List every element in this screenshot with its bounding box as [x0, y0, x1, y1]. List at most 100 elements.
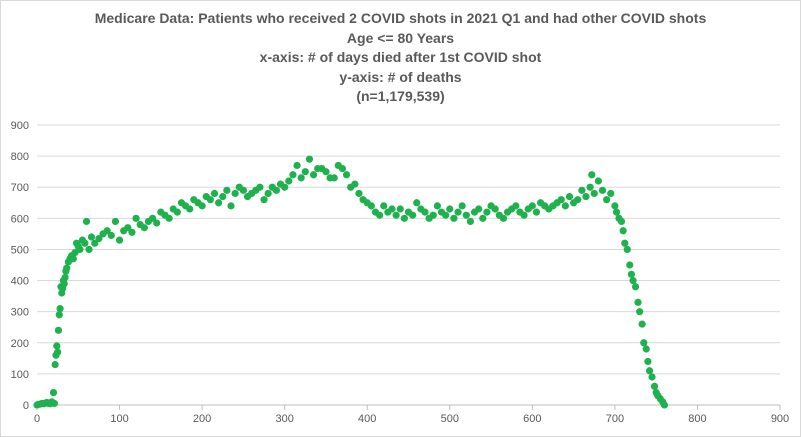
data-point-0-63: [186, 205, 194, 213]
data-point-0-12: [51, 360, 59, 369]
data-point-0-174: [626, 261, 634, 269]
data-point-0-165: [603, 196, 611, 204]
data-point-0-81: [260, 196, 268, 204]
data-point-0-86: [281, 183, 289, 191]
data-point-0-180: [638, 320, 646, 328]
data-point-0-49: [128, 228, 136, 236]
data-point-0-107: [367, 202, 375, 210]
data-point-0-134: [479, 214, 487, 222]
data-point-0-176: [629, 276, 637, 285]
data-point-0-135: [483, 208, 491, 216]
data-point-0-115: [400, 214, 408, 222]
data-point-0-92: [305, 155, 314, 163]
data-point-0-166: [607, 189, 615, 198]
data-point-0-34: [76, 245, 84, 254]
data-point-0-168: [612, 208, 621, 216]
data-point-0-87: [285, 177, 293, 185]
title-line-4: y-axis: # of deaths: [339, 68, 462, 85]
title-line-5: (n=1,179,539): [356, 88, 445, 104]
y-tick-label-4: 400: [11, 276, 29, 288]
data-point-0-109: [376, 211, 384, 219]
title-line-2: Age <= 80 Years: [346, 29, 455, 46]
data-point-0-154: [561, 202, 569, 210]
data-point-0-18: [56, 304, 64, 313]
data-point-0-164: [598, 186, 607, 194]
data-point-0-184: [645, 367, 654, 375]
data-point-0-191: [660, 401, 669, 409]
data-point-0-14: [53, 342, 61, 350]
x-tick-label-6: 600: [523, 413, 541, 425]
data-point-0-23: [60, 280, 68, 288]
data-point-0-125: [442, 211, 450, 219]
data-point-0-162: [590, 189, 598, 198]
data-point-0-30: [69, 255, 77, 263]
data-point-0-120: [421, 208, 429, 216]
data-point-0-41: [95, 234, 103, 243]
data-point-0-93: [309, 171, 318, 179]
data-point-0-88: [289, 171, 297, 179]
data-point-0-177: [631, 283, 640, 291]
data-point-0-54: [148, 214, 157, 222]
x-tick-label-2: 200: [193, 413, 211, 425]
data-point-0-175: [627, 270, 636, 278]
x-tick-label-0: 0: [34, 413, 40, 425]
data-point-0-142: [512, 202, 520, 210]
data-point-0-43: [103, 227, 111, 235]
data-point-0-69: [210, 189, 219, 198]
data-point-0-155: [565, 192, 574, 201]
data-point-0-146: [528, 202, 536, 210]
y-tick-label-5: 500: [11, 244, 29, 256]
data-point-0-39: [87, 233, 96, 241]
data-point-0-76: [239, 186, 247, 194]
data-point-0-158: [578, 186, 586, 194]
data-point-0-38: [85, 245, 93, 254]
x-tick-label-5: 500: [441, 413, 459, 425]
y-tick-label-7: 700: [11, 182, 29, 194]
data-point-0-71: [219, 192, 227, 201]
data-point-0-157: [574, 196, 582, 204]
data-point-0-173: [623, 245, 631, 254]
data-point-0-26: [63, 264, 71, 272]
data-point-0-126: [446, 205, 454, 213]
data-point-0-159: [582, 192, 590, 201]
data-point-0-45: [111, 217, 120, 226]
y-tick-label-1: 100: [11, 369, 29, 381]
data-point-0-60: [173, 208, 181, 216]
x-tick-label-7: 700: [606, 413, 624, 425]
data-point-0-46: [115, 236, 124, 244]
data-point-0-91: [301, 168, 309, 176]
data-point-0-122: [429, 211, 437, 219]
x-tick-label-1: 100: [110, 413, 128, 425]
x-tick-label-4: 400: [358, 413, 376, 425]
data-point-0-89: [293, 161, 301, 170]
data-point-0-16: [54, 326, 63, 334]
chart-title: Medicare Data: Patients who received 2 C…: [0, 9, 801, 107]
y-tick-label-3: 300: [11, 307, 29, 319]
data-point-0-185: [648, 373, 656, 381]
data-point-0-110: [380, 202, 388, 210]
data-point-0-186: [650, 382, 659, 390]
data-point-0-72: [223, 186, 231, 194]
data-point-0-183: [644, 357, 652, 366]
data-point-0-36: [81, 239, 89, 247]
x-tick-label-9: 900: [771, 413, 789, 425]
data-point-0-10: [49, 388, 58, 397]
data-point-0-40: [91, 239, 99, 247]
data-point-0-167: [611, 202, 619, 210]
data-point-0-131: [466, 217, 475, 226]
data-point-0-144: [520, 211, 528, 219]
data-point-0-137: [491, 205, 499, 213]
data-point-0-37: [82, 217, 91, 226]
data-point-0-129: [458, 202, 466, 210]
data-point-0-66: [198, 202, 206, 210]
data-point-0-112: [388, 205, 396, 213]
data-point-0-117: [409, 211, 417, 219]
y-tick-label-0: 0: [23, 400, 29, 412]
data-point-0-50: [132, 214, 140, 222]
data-point-0-15: [54, 348, 62, 356]
data-point-0-153: [557, 196, 565, 204]
data-point-0-58: [165, 214, 173, 222]
data-point-0-24: [61, 273, 69, 282]
y-tick-label-8: 800: [11, 151, 29, 163]
